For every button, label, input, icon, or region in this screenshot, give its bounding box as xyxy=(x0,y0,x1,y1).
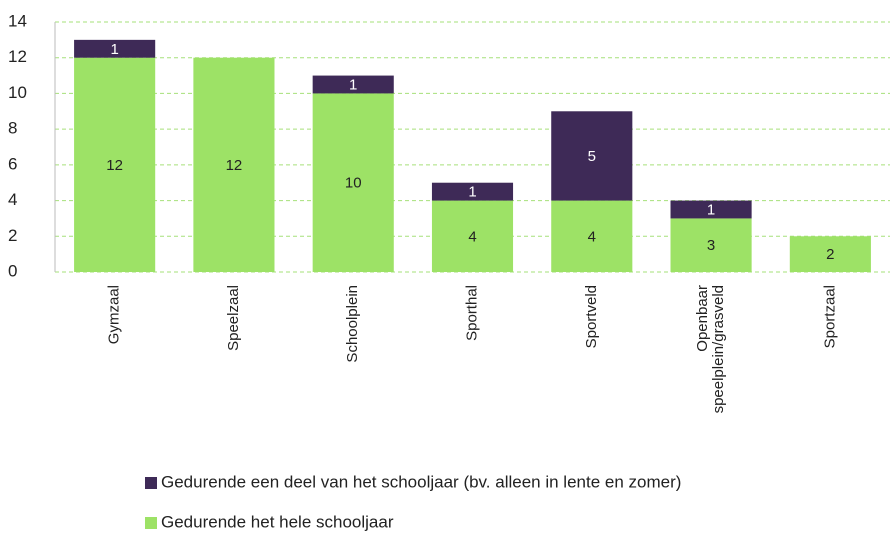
data-label: 1 xyxy=(349,76,357,93)
y-tick-label: 8 xyxy=(8,119,17,138)
x-tick-label: Sporthal xyxy=(463,285,480,341)
y-tick-label: 2 xyxy=(8,226,17,245)
legend-swatch xyxy=(145,517,157,529)
y-tick-label: 12 xyxy=(8,47,27,66)
x-tick-label: Schoolplein xyxy=(344,285,361,363)
data-label: 12 xyxy=(226,157,243,174)
bar-segment xyxy=(670,200,752,219)
data-label: 4 xyxy=(468,228,476,245)
x-tick-label: Speelzaal xyxy=(225,285,242,351)
y-tick-label: 10 xyxy=(8,83,27,102)
bar-segment xyxy=(74,39,156,58)
legend-label: Gedurende een deel van het schooljaar (b… xyxy=(161,472,681,491)
bar-segment xyxy=(193,57,275,272)
bar-segment xyxy=(74,57,156,272)
data-label: 1 xyxy=(468,184,476,201)
y-tick-label: 6 xyxy=(8,154,17,173)
x-tick-label: Sportzaal xyxy=(821,285,838,348)
bar-segment xyxy=(551,200,633,272)
data-label: 1 xyxy=(110,41,118,58)
bar-segment xyxy=(312,93,394,272)
y-tick-label: 0 xyxy=(8,261,17,280)
x-tick-label: Openbaarspeelplein/grasveld xyxy=(694,285,727,413)
y-tick-label: 14 xyxy=(8,11,27,30)
bar-segment xyxy=(431,182,514,201)
data-label: 12 xyxy=(106,157,123,174)
data-label: 4 xyxy=(588,228,596,245)
bar-segment xyxy=(431,200,514,272)
y-tick-label: 4 xyxy=(8,190,17,209)
x-tick-label: Gymzaal xyxy=(106,285,123,344)
data-label: 3 xyxy=(707,237,715,254)
bar-segment xyxy=(312,75,394,94)
data-label: 1 xyxy=(707,201,715,218)
data-label: 5 xyxy=(588,148,596,165)
legend-swatch xyxy=(145,477,157,489)
data-label: 2 xyxy=(826,246,834,263)
legend-label: Gedurende het hele schooljaar xyxy=(161,512,394,531)
bar-segment xyxy=(670,218,752,272)
data-label: 10 xyxy=(345,175,362,192)
bar-segment xyxy=(789,236,871,272)
bar-segment xyxy=(551,111,633,201)
x-tick-label: Sportveld xyxy=(583,285,600,348)
